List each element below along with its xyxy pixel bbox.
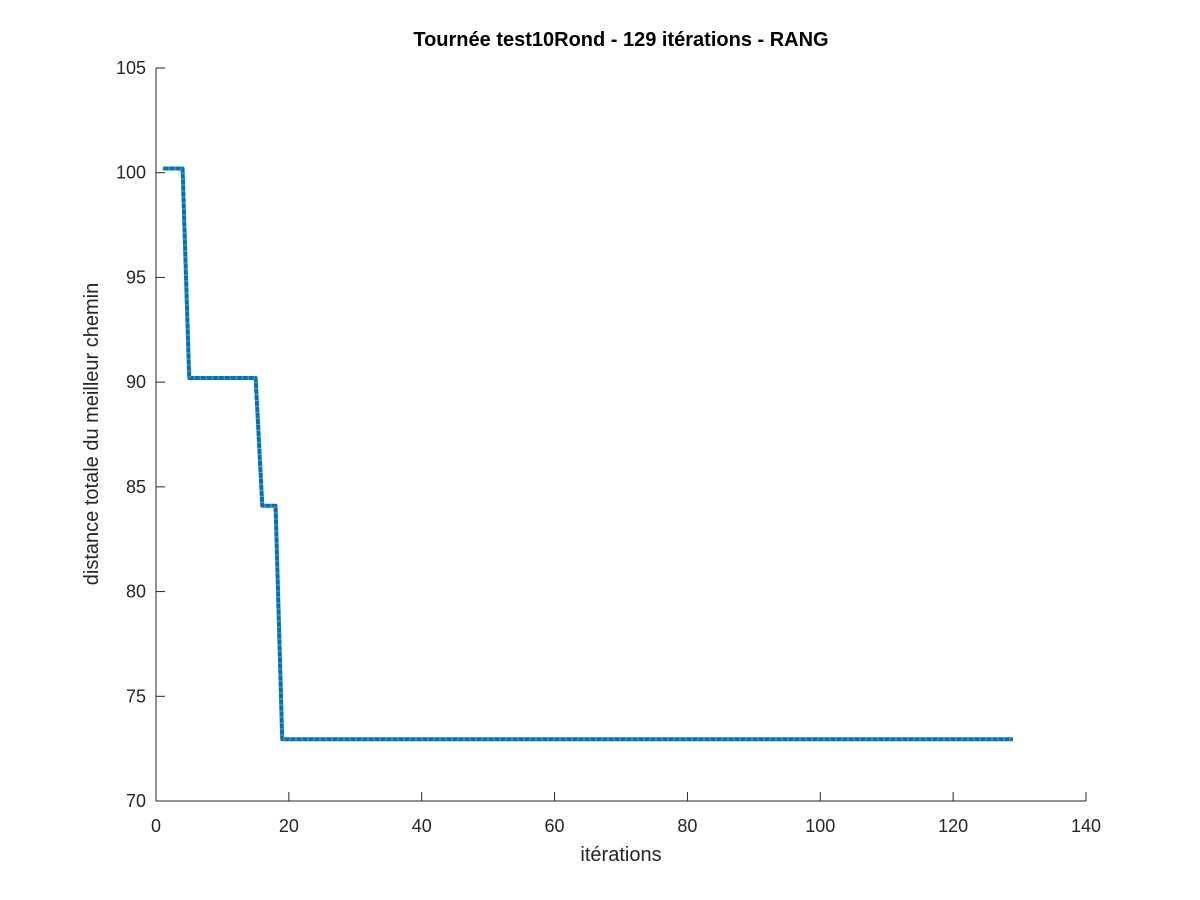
x-tick-label: 100 xyxy=(805,816,835,836)
x-tick-label: 60 xyxy=(545,816,565,836)
y-tick-label: 75 xyxy=(126,686,146,706)
y-axis-label: distance totale du meilleur chemin xyxy=(81,283,103,585)
y-tick-label: 70 xyxy=(126,791,146,811)
y-tick-label: 80 xyxy=(126,582,146,602)
x-tick-label: 40 xyxy=(412,816,432,836)
x-axis-label: itérations xyxy=(580,844,661,866)
x-tick-label: 0 xyxy=(151,816,161,836)
series-group xyxy=(162,166,1013,742)
y-tick-label: 95 xyxy=(126,267,146,287)
chart-title: Tournée test10Rond - 129 itérations - RA… xyxy=(413,29,828,51)
x-tick-label: 80 xyxy=(677,816,697,836)
y-tick-label: 85 xyxy=(126,477,146,497)
x-tick-label: 140 xyxy=(1071,816,1101,836)
x-tick-label: 20 xyxy=(279,816,299,836)
y-axis-ticks: 70 75 80 85 90 95 100 105 xyxy=(116,58,165,811)
x-tick-label: 120 xyxy=(938,816,968,836)
y-tick-label: 105 xyxy=(116,58,146,78)
y-tick-label: 90 xyxy=(126,372,146,392)
x-axis-ticks: 0 20 40 60 80 100 120 140 xyxy=(151,792,1101,836)
y-tick-label: 100 xyxy=(116,163,146,183)
series-line-dots xyxy=(162,166,1013,742)
series-line xyxy=(162,166,1013,742)
